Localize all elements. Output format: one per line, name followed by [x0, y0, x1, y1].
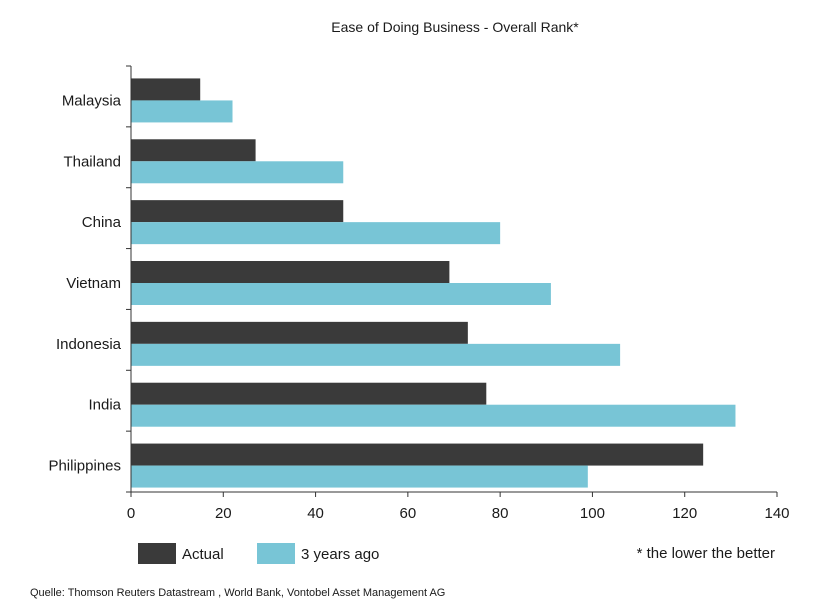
bar-vietnam-3-years-ago [131, 283, 551, 305]
x-tick-label: 80 [492, 505, 509, 522]
x-tick-label: 40 [307, 505, 324, 522]
category-label: China [82, 214, 122, 231]
bar-india-actual [131, 382, 487, 405]
bar-indonesia-actual [131, 321, 468, 344]
bar-malaysia-3-years-ago [131, 100, 233, 123]
legend: Actual 3 years ago [138, 543, 379, 564]
source-note: Quelle: Thomson Reuters Datastream , Wor… [30, 587, 445, 599]
bar-vietnam-actual [131, 261, 450, 283]
bar-thailand-actual [131, 139, 256, 162]
bar-philippines-3-years-ago [131, 465, 588, 488]
legend-label: 3 years ago [301, 546, 379, 563]
bars-group [131, 78, 736, 488]
category-label: Malaysia [62, 92, 122, 109]
category-label: Thailand [63, 153, 121, 170]
bar-philippines-actual [131, 443, 704, 466]
bar-china-actual [131, 200, 344, 223]
category-label: Vietnam [66, 275, 121, 292]
bar-malaysia-actual [131, 78, 201, 101]
bar-indonesia-3-years-ago [131, 343, 621, 366]
chart-title: Ease of Doing Business - Overall Rank* [331, 19, 579, 35]
x-tick-label: 100 [580, 505, 605, 522]
category-label: Philippines [48, 458, 121, 475]
category-label: Indonesia [56, 336, 122, 353]
category-label: India [88, 397, 121, 414]
axes [126, 65, 778, 497]
category-labels: Malaysia Thailand China Vietnam Indonesia Ind… [48, 92, 121, 474]
legend-swatch-actual [138, 543, 176, 564]
bar-india-3-years-ago [131, 404, 736, 427]
legend-label: Actual [182, 546, 224, 563]
x-tick-label: 20 [215, 505, 232, 522]
bar-thailand-3-years-ago [131, 161, 344, 184]
x-tick-label: 140 [764, 505, 789, 522]
bar-china-3-years-ago [131, 222, 501, 245]
footnote: * the lower the better [637, 545, 775, 562]
x-tick-label: 0 [127, 505, 135, 522]
x-tick-label: 60 [400, 505, 417, 522]
legend-swatch-3-years-ago [257, 543, 295, 564]
x-tick-label: 120 [672, 505, 697, 522]
x-tick-labels: 0 20 40 60 80 100 120 140 [127, 505, 790, 522]
